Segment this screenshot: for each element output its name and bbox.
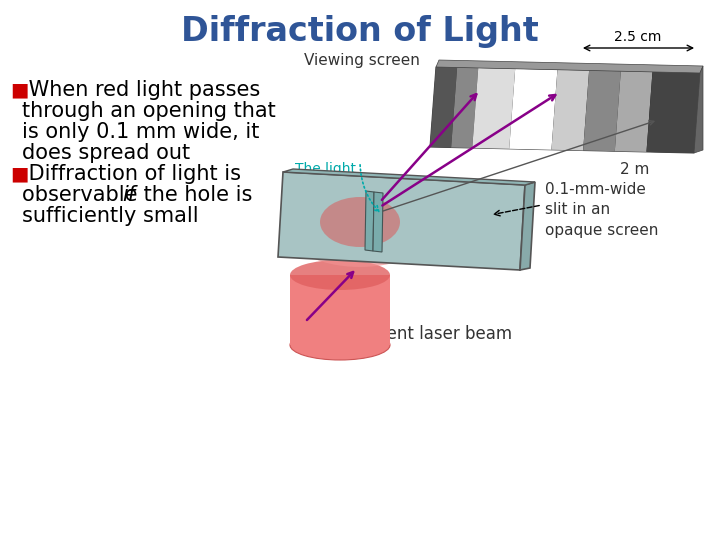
Text: When red light passes: When red light passes	[22, 80, 260, 100]
Text: Incident laser beam: Incident laser beam	[348, 325, 513, 343]
Polygon shape	[694, 66, 703, 153]
Ellipse shape	[290, 260, 390, 290]
Polygon shape	[615, 71, 652, 152]
Polygon shape	[472, 68, 516, 149]
Polygon shape	[290, 275, 390, 345]
Text: does spread out: does spread out	[22, 143, 190, 163]
Text: ■: ■	[10, 164, 28, 183]
Text: if: if	[122, 185, 135, 205]
Text: 2 m: 2 m	[620, 163, 649, 178]
Polygon shape	[373, 192, 383, 252]
Ellipse shape	[290, 330, 390, 360]
Polygon shape	[283, 169, 535, 185]
Text: 2.5 cm: 2.5 cm	[614, 30, 662, 44]
Text: Viewing screen: Viewing screen	[304, 52, 420, 68]
Polygon shape	[552, 70, 589, 151]
Text: Diffraction of Light: Diffraction of Light	[181, 15, 539, 48]
Polygon shape	[509, 69, 557, 150]
Text: the hole is: the hole is	[137, 185, 253, 205]
Polygon shape	[436, 60, 703, 73]
Polygon shape	[647, 72, 700, 153]
Text: observable: observable	[22, 185, 144, 205]
Polygon shape	[520, 182, 535, 270]
Polygon shape	[451, 68, 478, 148]
Polygon shape	[278, 172, 525, 270]
Text: sufficiently small: sufficiently small	[22, 206, 199, 226]
Polygon shape	[430, 67, 700, 153]
Text: The light
spreads out
behind the slit.: The light spreads out behind the slit.	[295, 162, 399, 208]
Ellipse shape	[280, 177, 440, 267]
Polygon shape	[365, 191, 374, 251]
Text: is only 0.1 mm wide, it: is only 0.1 mm wide, it	[22, 122, 259, 142]
Polygon shape	[583, 71, 621, 151]
Text: Diffraction of light is: Diffraction of light is	[22, 164, 241, 184]
Text: 0.1-mm-wide
slit in an
opaque screen: 0.1-mm-wide slit in an opaque screen	[545, 181, 658, 239]
Text: through an opening that: through an opening that	[22, 101, 276, 121]
Ellipse shape	[320, 197, 400, 247]
Text: ■: ■	[10, 80, 28, 99]
Polygon shape	[430, 67, 457, 147]
